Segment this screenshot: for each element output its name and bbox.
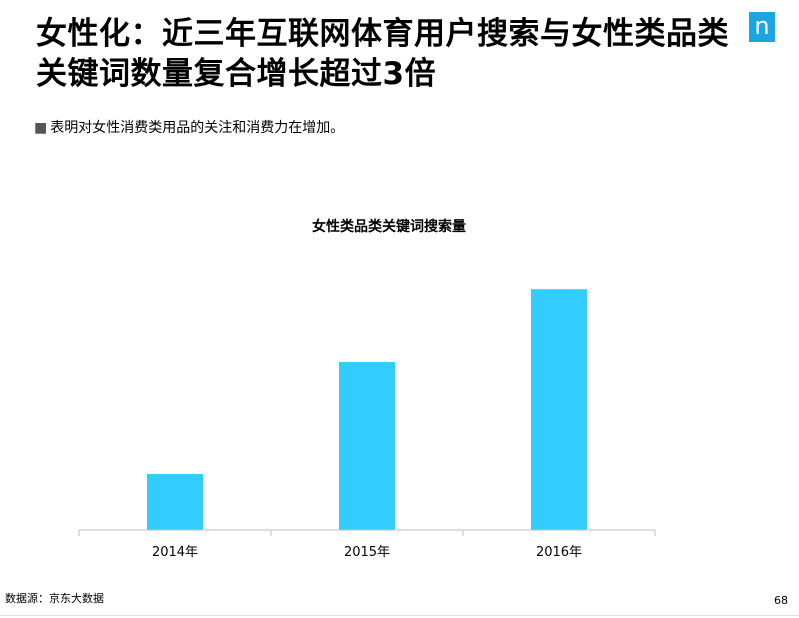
bullet-text: 表明对女性消费类用品的关注和消费力在增加。: [50, 120, 345, 136]
x-axis-ticks: [78, 530, 656, 536]
bullet-square-icon: ■: [34, 120, 48, 136]
footer-divider: [0, 615, 799, 616]
x-tick-label: 2014年: [152, 545, 198, 560]
bar-3: [531, 289, 587, 530]
nielsen-logo-icon: n: [749, 12, 775, 42]
chart-title: 女性类品类关键词搜索量: [312, 218, 466, 235]
data-source: 数据源：京东大数据: [5, 592, 104, 605]
x-tick-label: 2016年: [536, 545, 582, 560]
bullet-note: ■ 表明对女性消费类用品的关注和消费力在增加。: [34, 119, 344, 137]
bar-series: [147, 289, 587, 530]
bar-1: [147, 474, 203, 530]
page-title: 女性化：近三年互联网体育用户搜索与女性类品类关键词数量复合增长超过3倍: [36, 16, 729, 92]
x-axis-tick-labels: 2014年 2015年 2016年: [152, 545, 582, 560]
x-tick-label: 2015年: [344, 545, 390, 560]
bar-2: [339, 362, 395, 530]
page-number: 68: [774, 594, 788, 607]
